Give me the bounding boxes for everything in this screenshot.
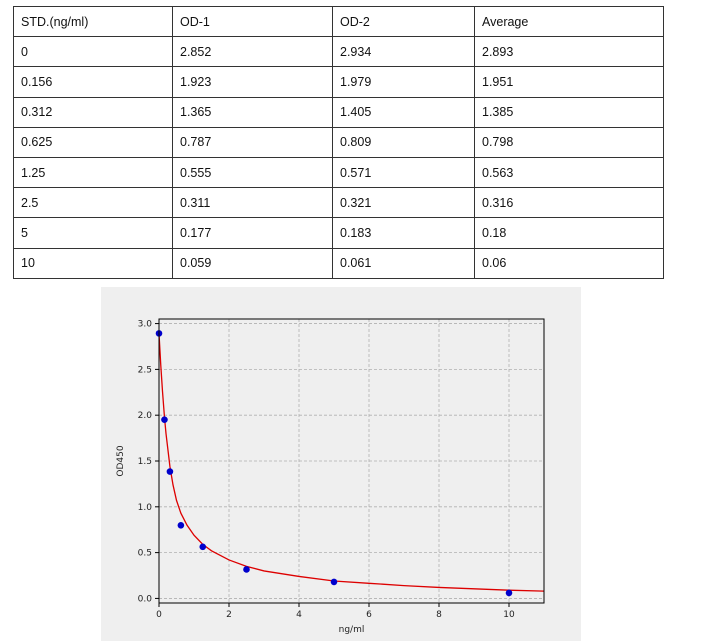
cell-average: 2.893 <box>474 36 664 68</box>
cell-std: 0.312 <box>13 96 173 128</box>
cell-std: 0.625 <box>13 126 173 158</box>
cell-std: 1.25 <box>13 156 173 189</box>
plot-frame <box>158 318 545 604</box>
y-tick-label: 1.0 <box>138 503 153 513</box>
standard-curve-table: STD.(ng/ml) OD-1 OD-2 Average 0 2.852 2.93… <box>13 5 664 279</box>
table-row: 0.312 1.365 1.405 1.385 <box>13 96 664 128</box>
y-tick-label: 0.5 <box>138 549 152 559</box>
cell-od2: 0.571 <box>332 156 475 189</box>
cell-od1: 0.787 <box>172 126 333 158</box>
y-tick-label: 1.5 <box>138 457 152 467</box>
cell-od1: 0.311 <box>172 187 333 219</box>
x-tick-label: 6 <box>366 610 372 620</box>
data-point <box>243 566 250 573</box>
table-row: 2.5 0.311 0.321 0.316 <box>13 187 664 219</box>
y-tick-label: 3.0 <box>138 320 153 330</box>
y-axis-label: OD450 <box>116 445 126 476</box>
table-row: 0.156 1.923 1.979 1.951 <box>13 66 664 98</box>
cell-average: 0.798 <box>474 126 664 158</box>
cell-od1: 0.177 <box>172 217 333 249</box>
table-row: 1.25 0.555 0.571 0.563 <box>13 156 664 189</box>
table-row: 0.625 0.787 0.809 0.798 <box>13 126 664 158</box>
cell-average: 1.951 <box>474 66 664 98</box>
x-tick-label: 0 <box>156 610 162 620</box>
chart-canvas: 0 2 4 6 8 10 0.0 0.5 1.0 1.5 2.0 2.5 3.0 ng/ml OD450 <box>116 318 545 635</box>
cell-average: 0.316 <box>474 187 664 219</box>
axis-ticks: 0 2 4 6 8 10 0.0 0.5 1.0 1.5 2.0 2.5 3.0 <box>138 320 515 620</box>
cell-average: 0.06 <box>474 247 664 279</box>
column-header-std: STD.(ng/ml) <box>13 5 173 38</box>
cell-od2: 0.061 <box>332 247 475 279</box>
cell-std: 10 <box>13 247 173 279</box>
cell-std: 0.156 <box>13 66 173 98</box>
column-header-od1: OD-1 <box>172 5 333 38</box>
x-tick-label: 4 <box>296 610 302 620</box>
table-header-row: STD.(ng/ml) OD-1 OD-2 Average <box>13 5 664 38</box>
data-point <box>166 468 174 475</box>
data-points <box>155 330 513 597</box>
cell-od2: 1.405 <box>332 96 475 128</box>
x-tick-label: 10 <box>503 610 515 620</box>
cell-od2: 1.979 <box>332 66 475 98</box>
table-row: 10 0.059 0.061 0.06 <box>13 247 664 279</box>
cell-average: 1.385 <box>474 96 664 128</box>
x-tick-label: 8 <box>436 610 442 620</box>
grid <box>158 319 544 603</box>
cell-od2: 2.934 <box>332 36 475 68</box>
fit-curve <box>158 333 545 592</box>
data-point <box>199 543 207 551</box>
cell-average: 0.18 <box>474 217 664 249</box>
cell-od1: 0.555 <box>172 156 333 189</box>
cell-od2: 0.809 <box>332 126 475 158</box>
cell-std: 0 <box>13 36 173 68</box>
cell-od1: 0.059 <box>172 247 333 279</box>
cell-std: 5 <box>13 217 173 249</box>
y-tick-label: 2.0 <box>138 411 153 421</box>
cell-od1: 1.365 <box>172 96 333 128</box>
standard-curve-chart: 0 2 4 6 8 10 0.0 0.5 1.0 1.5 2.0 2.5 3.0 ng/ml OD450 <box>101 287 581 641</box>
cell-od1: 2.852 <box>172 36 333 68</box>
fit-curve-layer <box>158 333 545 592</box>
x-axis-label: ng/ml <box>339 625 365 635</box>
cell-std: 2.5 <box>13 187 173 219</box>
cell-od2: 0.321 <box>332 187 475 219</box>
table-row: 5 0.177 0.183 0.18 <box>13 217 664 249</box>
data-point <box>330 578 338 586</box>
table-row: 0 2.852 2.934 2.893 <box>13 36 664 68</box>
column-header-average: Average <box>474 5 664 38</box>
cell-od1: 1.923 <box>172 66 333 98</box>
cell-average: 0.563 <box>474 156 664 189</box>
column-header-od2: OD-2 <box>332 5 475 38</box>
data-point <box>177 522 185 529</box>
y-tick-label: 0.0 <box>138 594 153 604</box>
data-point <box>161 416 168 423</box>
y-tick-label: 2.5 <box>138 365 152 375</box>
data-point <box>505 589 513 597</box>
cell-od2: 0.183 <box>332 217 475 249</box>
x-tick-label: 2 <box>226 610 232 620</box>
